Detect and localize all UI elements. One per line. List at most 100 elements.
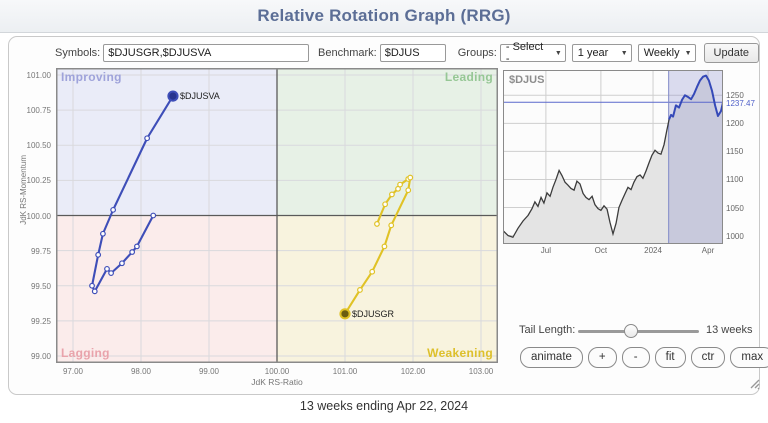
resize-handle[interactable] — [747, 376, 761, 390]
price-line — [502, 119, 670, 239]
quadrant-lagging — [56, 215, 277, 363]
rrg-y-tick: 101.00 — [26, 71, 51, 81]
frequency-select[interactable]: Weekly ▼ — [637, 44, 696, 62]
rrg-y-tick: 100.00 — [26, 211, 51, 221]
tail-length-slider-thumb[interactable] — [624, 323, 639, 338]
rrg-y-tick: 99.00 — [30, 351, 51, 361]
trail-point-djusgr — [405, 187, 412, 194]
tail-length-slider-track[interactable] — [578, 330, 699, 333]
trail-endpoint-label-djusva: $DJUSVA — [180, 91, 220, 101]
rrg-x-tick: 97.00 — [62, 367, 84, 376]
trail-point-djusgr — [374, 221, 380, 227]
trail-point-djusgr — [382, 201, 389, 208]
rrg-quadrant-label-leading: Leading — [444, 70, 493, 84]
trail-point-djusva — [134, 243, 140, 250]
trail-point-djusgr — [381, 243, 388, 250]
rrg-quadrant-label-improving: Improving — [61, 70, 122, 84]
groups-label: Groups: — [457, 47, 497, 59]
price-plot[interactable] — [502, 70, 724, 244]
ctr-button[interactable]: ctr — [690, 347, 726, 368]
trail-point-djusva — [104, 265, 110, 272]
trail-point-djusgr — [357, 287, 363, 293]
trail-point-djusgr — [388, 222, 395, 229]
trail-point-djusva — [110, 206, 117, 213]
tail-length-label: Tail Length: — [519, 324, 576, 336]
benchmark-label: Benchmark: — [318, 47, 377, 59]
rrg-chart[interactable]: $DJUSVA $DJUSGR Improving Leading Lagging… — [56, 68, 498, 363]
rrg-x-tick: 98.00 — [130, 367, 152, 376]
rrg-y-axis-title: JdK RS-Momentum — [19, 155, 28, 225]
benchmark-input[interactable] — [379, 44, 446, 62]
trail-point-djusva — [108, 270, 114, 276]
period-select[interactable]: 1 year ▼ — [571, 44, 632, 62]
zoom-out-button[interactable]: - — [621, 347, 650, 368]
price-y-tick: 1050 — [726, 203, 744, 213]
rrg-y-tick: 99.75 — [30, 246, 51, 256]
rrg-quadrant-label-weakening: Weakening — [427, 346, 493, 360]
chevron-down-icon: ▼ — [620, 49, 628, 57]
tail-period-shade — [668, 70, 723, 244]
price-line-tail — [668, 74, 724, 120]
period-caption: 13 weeks ending Apr 22, 2024 — [299, 399, 469, 413]
trail-point-djusva — [144, 135, 151, 142]
symbols-input[interactable] — [103, 44, 310, 62]
price-y-tick: 1200 — [726, 119, 744, 129]
chart-buttons: animate + - fit ctr max — [520, 347, 768, 368]
frequency-select-value: Weekly — [643, 47, 680, 59]
price-y-tick: 1150 — [726, 147, 744, 157]
trail-point-djusgr — [397, 181, 403, 188]
trail-point-djusva — [150, 212, 157, 219]
groups-select[interactable]: - Select - ▼ — [499, 41, 566, 65]
rrg-x-tick: 102.00 — [400, 367, 426, 376]
price-chart[interactable]: $DJUS — [502, 70, 724, 244]
trail-point-djusva — [129, 249, 136, 255]
app-header: Relative Rotation Graph (RRG) — [0, 0, 768, 33]
fit-button[interactable]: fit — [654, 347, 686, 368]
trail-endpoint-djusgr — [339, 308, 351, 320]
rrg-y-tick: 99.50 — [30, 281, 51, 291]
trail-point-djusva — [95, 251, 102, 258]
animate-button[interactable]: animate — [520, 347, 583, 368]
chevron-down-icon: ▼ — [684, 49, 692, 57]
price-x-tick: Apr — [701, 246, 715, 255]
symbols-label: Symbols: — [55, 47, 101, 59]
price-y-tick: 1000 — [726, 231, 744, 241]
current-price-label: 1237.47 — [726, 99, 755, 109]
price-chart-symbol: $DJUS — [509, 74, 545, 86]
rrg-x-tick: 103.00 — [468, 367, 494, 376]
price-area — [503, 75, 723, 244]
toolbar: Symbols: Benchmark: Groups: - Select - ▼… — [55, 41, 759, 65]
trail-point-djusgr — [389, 191, 395, 198]
rrg-y-tick: 100.25 — [26, 176, 51, 186]
price-x-tick: Oct — [594, 246, 608, 255]
trail-endpoint-label-djusgr: $DJUSGR — [352, 309, 395, 319]
chevron-down-icon: ▼ — [554, 49, 562, 57]
trail-point-djusgr — [407, 174, 414, 181]
update-button[interactable]: Update — [703, 43, 759, 63]
rrg-panel: Symbols: Benchmark: Groups: - Select - ▼… — [8, 36, 768, 395]
trail-point-djusva — [119, 260, 125, 267]
trail-endpoint-djusva — [167, 90, 179, 102]
quadrant-improving — [56, 68, 277, 216]
rrg-y-tick: 100.75 — [26, 106, 51, 116]
rrg-quadrant-label-lagging: Lagging — [61, 346, 110, 360]
price-x-tick: Jul — [540, 246, 551, 255]
rrg-plot[interactable]: $DJUSVA $DJUSGR — [56, 68, 498, 363]
rrg-y-tick: 99.25 — [30, 316, 51, 326]
rrg-y-tick: 100.50 — [26, 141, 51, 151]
trail-point-djusgr — [369, 268, 376, 275]
max-button[interactable]: max — [730, 347, 768, 368]
trail-point-djusva — [100, 230, 106, 237]
zoom-in-button[interactable]: + — [587, 347, 617, 368]
tail-length-value: 13 weeks — [706, 324, 753, 336]
page-title: Relative Rotation Graph (RRG) — [257, 6, 511, 25]
rrg-x-tick: 101.00 — [332, 367, 358, 376]
rrg-x-tick: 100.00 — [264, 367, 290, 376]
price-y-tick: 1100 — [726, 175, 744, 185]
quadrant-leading — [277, 68, 498, 216]
period-select-value: 1 year — [577, 47, 609, 59]
rrg-x-tick: 99.00 — [198, 367, 220, 376]
rrg-x-axis-title: JdK RS-Ratio — [251, 377, 303, 387]
groups-select-value: - Select - — [505, 41, 544, 65]
